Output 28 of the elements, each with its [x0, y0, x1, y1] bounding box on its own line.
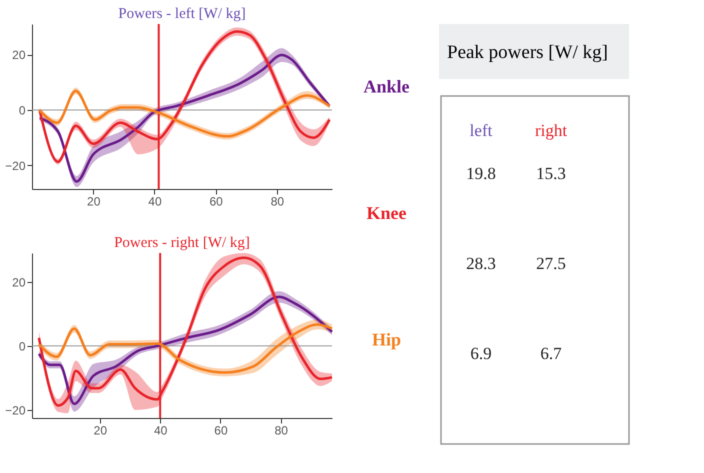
y-tick-label: 0 — [18, 103, 26, 118]
x-tick-label: 20 — [87, 194, 101, 208]
text: 28.3 — [466, 254, 496, 273]
x-tick-label: 80 — [270, 194, 284, 208]
x-tick-label: 60 — [214, 424, 228, 438]
x-tick-label: 40 — [148, 194, 162, 208]
y-tick-label: −20 — [5, 403, 26, 418]
chart-title: Powers - left [W/ kg] — [118, 6, 246, 22]
y-tick-label: −20 — [5, 158, 26, 173]
text: Peak powers [W/ kg] — [447, 42, 608, 63]
y-tick-label: 0 — [18, 339, 26, 354]
series-label: Ankle — [363, 76, 410, 96]
chart-title: Powers - right [W/ kg] — [114, 235, 250, 251]
text: right — [534, 121, 568, 140]
text: Knee — [366, 203, 406, 223]
text: Hip — [372, 330, 402, 350]
x-tick-label: 80 — [274, 424, 288, 438]
x-tick-label: 40 — [154, 424, 168, 438]
y-tick-label: 20 — [12, 275, 26, 290]
text: left — [470, 121, 493, 140]
x-tick-label: 20 — [94, 424, 108, 438]
text: 19.8 — [466, 164, 496, 183]
text: 6.9 — [470, 344, 492, 363]
text: 15.3 — [536, 164, 566, 183]
x-tick-label: 60 — [209, 194, 224, 208]
text: 6.7 — [540, 344, 562, 363]
text: 27.5 — [536, 254, 566, 273]
y-tick-label: 20 — [12, 48, 26, 62]
